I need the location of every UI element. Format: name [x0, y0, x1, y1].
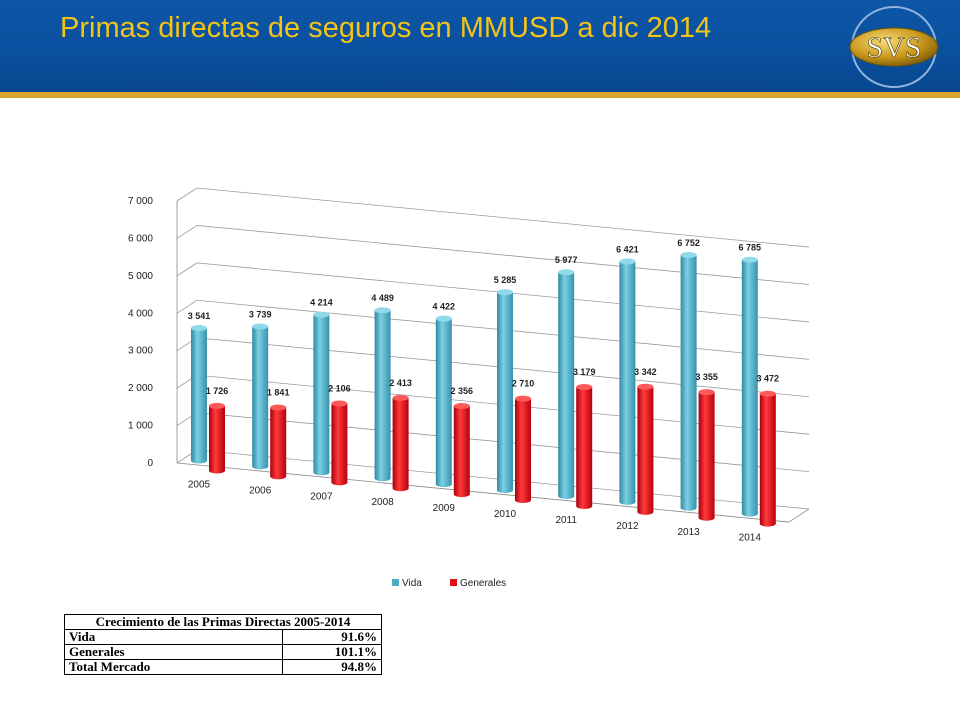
bar-vida — [252, 323, 269, 470]
legend-swatch — [450, 579, 457, 586]
bar-vida — [497, 289, 513, 494]
side-gridline — [176, 187, 198, 202]
x-tick-label: 2012 — [616, 521, 639, 532]
bar-generales — [331, 400, 348, 486]
y-tick-label: 7 000 — [128, 196, 153, 207]
svs-logo: SVS — [849, 6, 939, 88]
data-label-generales: 1 841 — [267, 388, 290, 398]
x-tick-label: 2007 — [310, 491, 333, 502]
chart-legend: Vida Generales — [392, 578, 506, 589]
header-divider — [0, 92, 960, 98]
gridline — [196, 187, 810, 248]
data-label-generales: 2 356 — [451, 386, 474, 396]
data-label-vida: 4 489 — [371, 293, 394, 303]
data-label-generales: 3 355 — [695, 372, 718, 382]
gridline — [196, 225, 810, 285]
y-tick-label: 6 000 — [128, 233, 153, 244]
x-tick-label: 2010 — [494, 509, 517, 520]
data-label-vida: 3 739 — [249, 309, 272, 319]
x-tick-label: 2008 — [371, 497, 394, 508]
row-label: Vida — [64, 629, 283, 645]
side-gridline — [176, 262, 198, 277]
data-label-vida: 6 785 — [739, 243, 762, 253]
bar-vida — [191, 324, 207, 464]
table-header-row: Crecimiento de las Primas Directas 2005-… — [64, 614, 382, 630]
data-label-vida: 6 752 — [677, 238, 700, 248]
table-row: Vida 91.6% — [64, 629, 382, 645]
bar-generales — [759, 390, 776, 527]
y-tick-label: 2 000 — [128, 383, 153, 394]
table-row: Generales 101.1% — [64, 644, 382, 660]
header-bar — [0, 0, 960, 92]
data-label-generales: 3 179 — [573, 367, 596, 377]
x-tick-label: 2014 — [739, 533, 762, 544]
bar-vida — [435, 315, 452, 488]
data-label-vida: 3 541 — [188, 311, 211, 321]
chart-labels: 2005 3 541 1 726 2006 3 739 1 841 2007 4 214 2 1… — [188, 238, 779, 544]
bar-generales — [637, 383, 654, 515]
bar-vida — [680, 252, 697, 511]
data-label-generales: 2 710 — [512, 379, 535, 389]
bar-generales — [576, 383, 593, 509]
row-value: 101.1% — [282, 644, 382, 660]
bar-vida — [619, 258, 636, 505]
row-value: 94.8% — [282, 659, 382, 675]
data-label-vida: 4 214 — [310, 298, 333, 308]
x-tick-label: 2011 — [555, 515, 577, 526]
table-row: Total Mercado 94.8% — [64, 659, 382, 675]
bar-generales — [698, 389, 715, 521]
bar-vida — [741, 256, 758, 517]
floor-right-edge — [788, 508, 810, 523]
side-gridline — [176, 225, 198, 239]
chart-bars — [191, 252, 776, 527]
y-tick-label: 1 000 — [128, 421, 153, 432]
x-tick-label: 2005 — [188, 480, 211, 491]
data-label-generales: 1 726 — [206, 386, 229, 396]
bar-generales — [453, 402, 470, 498]
y-tick-label: 0 — [147, 458, 153, 469]
row-value: 91.6% — [282, 629, 382, 645]
growth-table: Crecimiento de las Primas Directas 2005-… — [64, 614, 382, 675]
side-gridline — [176, 299, 198, 314]
bar-generales — [209, 402, 225, 474]
legend-swatch — [392, 579, 399, 586]
y-tick-label: 5 000 — [128, 271, 153, 282]
data-label-vida: 5 977 — [555, 255, 578, 265]
legend-label: Vida — [402, 578, 422, 589]
row-label: Total Mercado — [64, 659, 283, 675]
bar-generales — [515, 395, 531, 504]
data-label-generales: 3 342 — [634, 367, 657, 377]
bar-vida — [313, 311, 330, 476]
bar-generales — [392, 394, 409, 492]
page-title: Primas directas de seguros en MMUSD a di… — [60, 12, 712, 44]
y-tick-label: 3 000 — [128, 346, 153, 357]
row-label: Generales — [64, 644, 283, 660]
data-label-vida: 5 285 — [494, 275, 517, 285]
data-label-generales: 3 472 — [757, 374, 780, 384]
bar-vida — [374, 307, 391, 482]
bar-chart: 0 1 000 2 000 3 000 4 000 5 000 6 000 7 000 200… — [128, 187, 810, 589]
y-tick-label: 4 000 — [128, 308, 153, 319]
x-tick-label: 2009 — [433, 503, 456, 514]
data-label-generales: 2 106 — [328, 383, 351, 393]
data-label-vida: 6 421 — [616, 245, 639, 255]
logo-text: SVS — [866, 31, 921, 64]
table-header: Crecimiento de las Primas Directas 2005-… — [64, 614, 382, 630]
legend-label: Generales — [460, 578, 506, 589]
data-label-generales: 2 413 — [389, 378, 412, 388]
bar-generales — [270, 404, 287, 480]
x-tick-label: 2006 — [249, 485, 272, 496]
bar-vida — [558, 269, 575, 499]
x-tick-label: 2013 — [677, 527, 700, 538]
data-label-vida: 4 422 — [433, 302, 456, 312]
